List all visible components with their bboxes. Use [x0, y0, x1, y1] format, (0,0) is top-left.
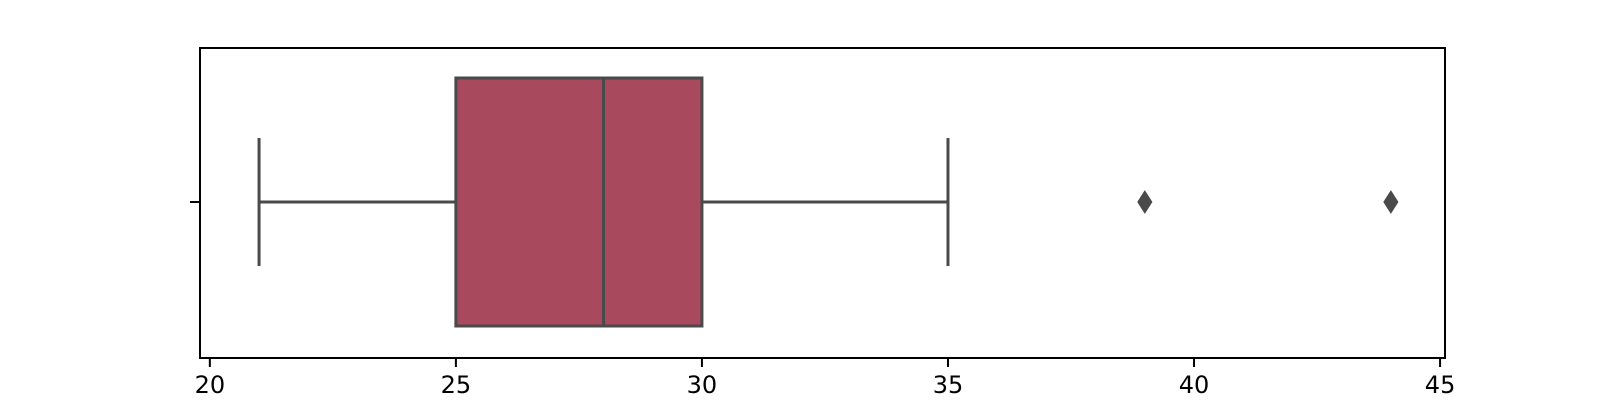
x-axis-tick-label: 25 [441, 371, 472, 399]
interquartile-box [454, 76, 704, 328]
x-axis: 20 25 30 35 40 45 [195, 358, 1456, 399]
x-axis-tick-label: 35 [933, 371, 964, 399]
x-axis-tick-label: 40 [1179, 371, 1210, 399]
x-axis-tick-label: 20 [195, 371, 226, 399]
outlier-point [1383, 190, 1399, 214]
outlier-point [1137, 190, 1153, 214]
x-axis-tick-label: 30 [687, 371, 718, 399]
x-axis-tick-label: 45 [1425, 371, 1456, 399]
box-plot-marks [257, 76, 1399, 328]
